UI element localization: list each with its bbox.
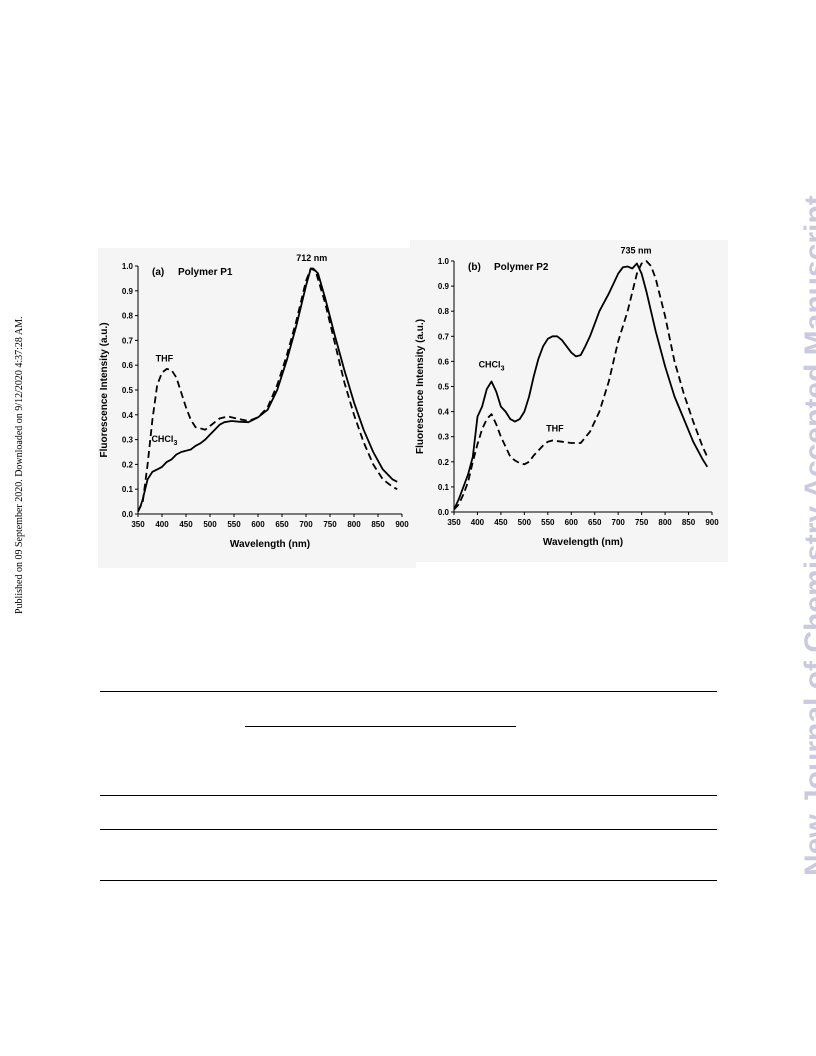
x-tick-label: 400	[471, 518, 485, 527]
annotation-label: 735 nm	[620, 245, 651, 255]
y-axis-label: Fluorescence Intensity (a.u.)	[99, 322, 110, 457]
annotation-label: THF	[156, 353, 174, 363]
panel-title: (a)	[152, 267, 164, 278]
annotation-label: CHCl3	[479, 360, 505, 373]
x-tick-label: 450	[494, 518, 508, 527]
y-tick-label: 0.3	[438, 433, 450, 442]
x-tick-label: 700	[299, 520, 313, 529]
x-tick-label: 600	[565, 518, 579, 527]
x-tick-label: 700	[612, 518, 626, 527]
table-bottom-rule	[100, 880, 717, 881]
x-tick-label: 350	[131, 520, 145, 529]
x-tick-label: 600	[251, 520, 265, 529]
y-tick-label: 0.3	[122, 436, 134, 445]
series-line-chcl3	[453, 262, 709, 510]
y-tick-label: 0.7	[122, 336, 134, 345]
y-tick-label: 0.6	[438, 357, 450, 366]
series-line-chcl3	[137, 267, 398, 512]
x-tick-label: 500	[518, 518, 532, 527]
x-tick-label: 400	[155, 520, 169, 529]
x-tick-label: 550	[227, 520, 241, 529]
y-tick-label: 0.2	[438, 458, 450, 467]
x-tick-label: 500	[203, 520, 217, 529]
panel-title: (b)	[468, 262, 481, 273]
x-tick-label: 650	[275, 520, 289, 529]
annotation-label: THF	[546, 424, 564, 434]
panel-subtitle: Polymer P1	[178, 267, 233, 278]
x-tick-label: 800	[658, 518, 672, 527]
x-axis-label: Wavelength (nm)	[543, 537, 623, 548]
plot-background	[410, 240, 728, 562]
x-tick-label: 800	[347, 520, 361, 529]
fluorescence-chart-p1: 350 400 450 500 550 600 650 700 750 800 850 900 0.0 0…	[98, 248, 416, 573]
plot-background	[98, 248, 416, 568]
panel-subtitle: Polymer P2	[494, 262, 549, 273]
chart-svg-p1: 350 400 450 500 550 600 650 700 750 800 850 900 0.0 0…	[98, 248, 416, 568]
y-tick-label: 0.8	[438, 307, 450, 316]
y-tick-label: 0.8	[122, 312, 134, 321]
y-tick-label: 0.4	[122, 411, 134, 420]
x-tick-label: 750	[635, 518, 649, 527]
journal-watermark: New Journal of Chemistry Accepted Manusc…	[799, 195, 816, 876]
publication-notice: Published on 09 September 2020. Download…	[14, 316, 25, 615]
x-tick-label: 900	[395, 520, 409, 529]
y-tick-label: 1.0	[122, 262, 134, 271]
fluorescence-chart-p2: 350 400 450 500 550 600 650 700 750 800 850 900 0.0 0…	[410, 240, 728, 567]
y-tick-label: 0.5	[122, 386, 134, 395]
table-header-rule	[100, 795, 717, 796]
x-tick-label: 650	[588, 518, 602, 527]
y-tick-label: 0.1	[438, 483, 450, 492]
y-axis-label: Fluorescence Intensity (a.u.)	[415, 319, 426, 454]
y-tick-label: 0.6	[122, 361, 134, 370]
y-tick-label: 0.9	[438, 282, 450, 291]
y-tick-label: 0.9	[122, 287, 134, 296]
annotation-label: CHCl3	[151, 434, 177, 447]
x-tick-label: 750	[323, 520, 337, 529]
y-tick-label: 0.7	[438, 332, 450, 341]
table-top-rule	[100, 691, 717, 692]
series-line-thf	[137, 267, 398, 512]
y-tick-label: 0.4	[438, 408, 450, 417]
chart-svg-p2: 350 400 450 500 550 600 650 700 750 800 850 900 0.0 0…	[410, 240, 728, 562]
y-tick-label: 0.0	[122, 510, 134, 519]
y-tick-label: 0.2	[122, 460, 134, 469]
table-group-rule	[245, 726, 516, 727]
x-tick-label: 550	[541, 518, 555, 527]
annotation-label: 712 nm	[296, 253, 327, 263]
x-tick-label: 900	[705, 518, 719, 527]
x-tick-label: 350	[447, 518, 461, 527]
series-line-thf	[453, 260, 709, 511]
y-tick-label: 0.0	[438, 508, 450, 517]
x-tick-label: 850	[371, 520, 385, 529]
x-tick-label: 450	[179, 520, 193, 529]
x-axis-label: Wavelength (nm)	[230, 539, 310, 550]
y-tick-label: 0.5	[438, 383, 450, 392]
y-tick-label: 1.0	[438, 257, 450, 266]
y-tick-label: 0.1	[122, 485, 134, 494]
x-tick-label: 850	[682, 518, 696, 527]
table-mid-rule	[100, 829, 717, 830]
